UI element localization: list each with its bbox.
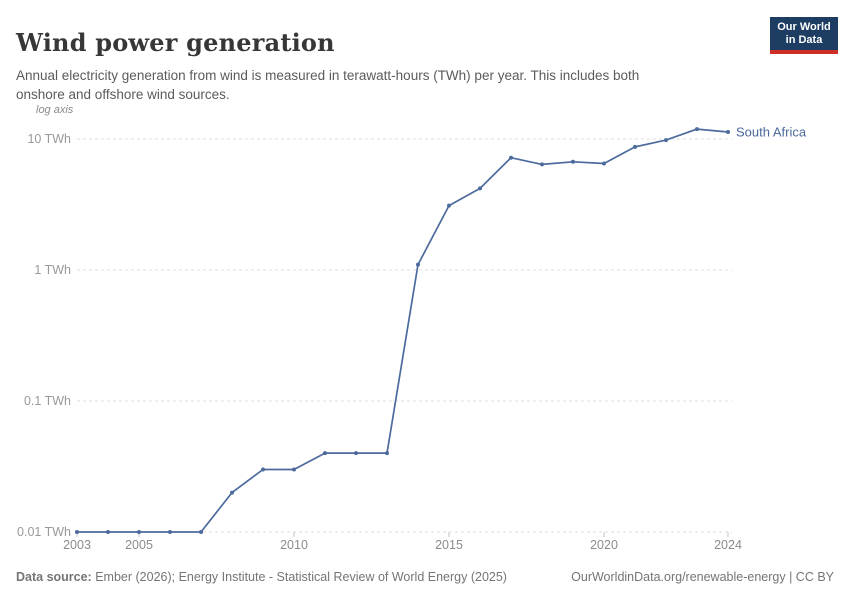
x-axis-label: 2003 [63, 538, 91, 552]
owid-link-text: OurWorldinData.org/renewable-energy | CC… [571, 570, 834, 584]
data-point[interactable] [695, 127, 699, 132]
owid-logo-line2: in Data [785, 34, 823, 46]
chart-subtitle: Annual electricity generation from wind … [16, 67, 640, 102]
data-point[interactable] [199, 530, 203, 534]
y-axis-label: 0.01 TWh [17, 525, 71, 539]
data-point[interactable] [292, 467, 296, 472]
entity-label[interactable]: South Africa [736, 125, 807, 140]
data-point[interactable] [571, 159, 575, 164]
data-point[interactable] [168, 530, 172, 534]
x-axis-label: 2015 [435, 538, 463, 552]
x-axis-label: 2024 [714, 538, 742, 552]
data-point[interactable] [416, 262, 420, 267]
data-point[interactable] [509, 155, 513, 160]
data-point[interactable] [385, 451, 389, 456]
y-axis-label: 10 TWh [27, 132, 71, 146]
data-point[interactable] [75, 530, 79, 534]
data-point[interactable] [664, 138, 668, 143]
data-point[interactable] [726, 130, 730, 134]
page-title: Wind power generation [16, 28, 335, 58]
y-axis-label: 0.1 TWh [24, 394, 71, 408]
chart-footer: Data source: Ember (2026); Energy Instit… [16, 570, 834, 584]
owid-link[interactable]: OurWorldinData.org/renewable-energy | CC… [571, 570, 834, 584]
data-point[interactable] [447, 203, 451, 208]
data-point[interactable] [323, 451, 327, 456]
data-source-label: Data source: [16, 570, 92, 584]
data-point[interactable] [230, 490, 234, 495]
data-point[interactable] [261, 467, 265, 472]
owid-logo[interactable]: Our World in Data [770, 17, 838, 54]
owid-logo-line1: Our World [777, 21, 831, 33]
data-point[interactable] [354, 451, 358, 456]
data-point[interactable] [137, 530, 141, 534]
y-axis-label: 1 TWh [34, 263, 71, 277]
x-axis-label: 2005 [125, 538, 153, 552]
x-axis-label: 2010 [280, 538, 308, 552]
data-point[interactable] [478, 186, 482, 191]
data-source: Data source: Ember (2026); Energy Instit… [16, 570, 507, 584]
data-point[interactable] [106, 530, 110, 534]
data-source-text: Ember (2026); Energy Institute - Statist… [91, 570, 507, 584]
series-line[interactable] [76, 128, 729, 533]
log-axis-note: log axis [36, 104, 74, 116]
data-point[interactable] [602, 161, 606, 166]
data-point[interactable] [540, 162, 544, 167]
x-axis-label: 2020 [590, 538, 618, 552]
data-point[interactable] [633, 144, 637, 149]
